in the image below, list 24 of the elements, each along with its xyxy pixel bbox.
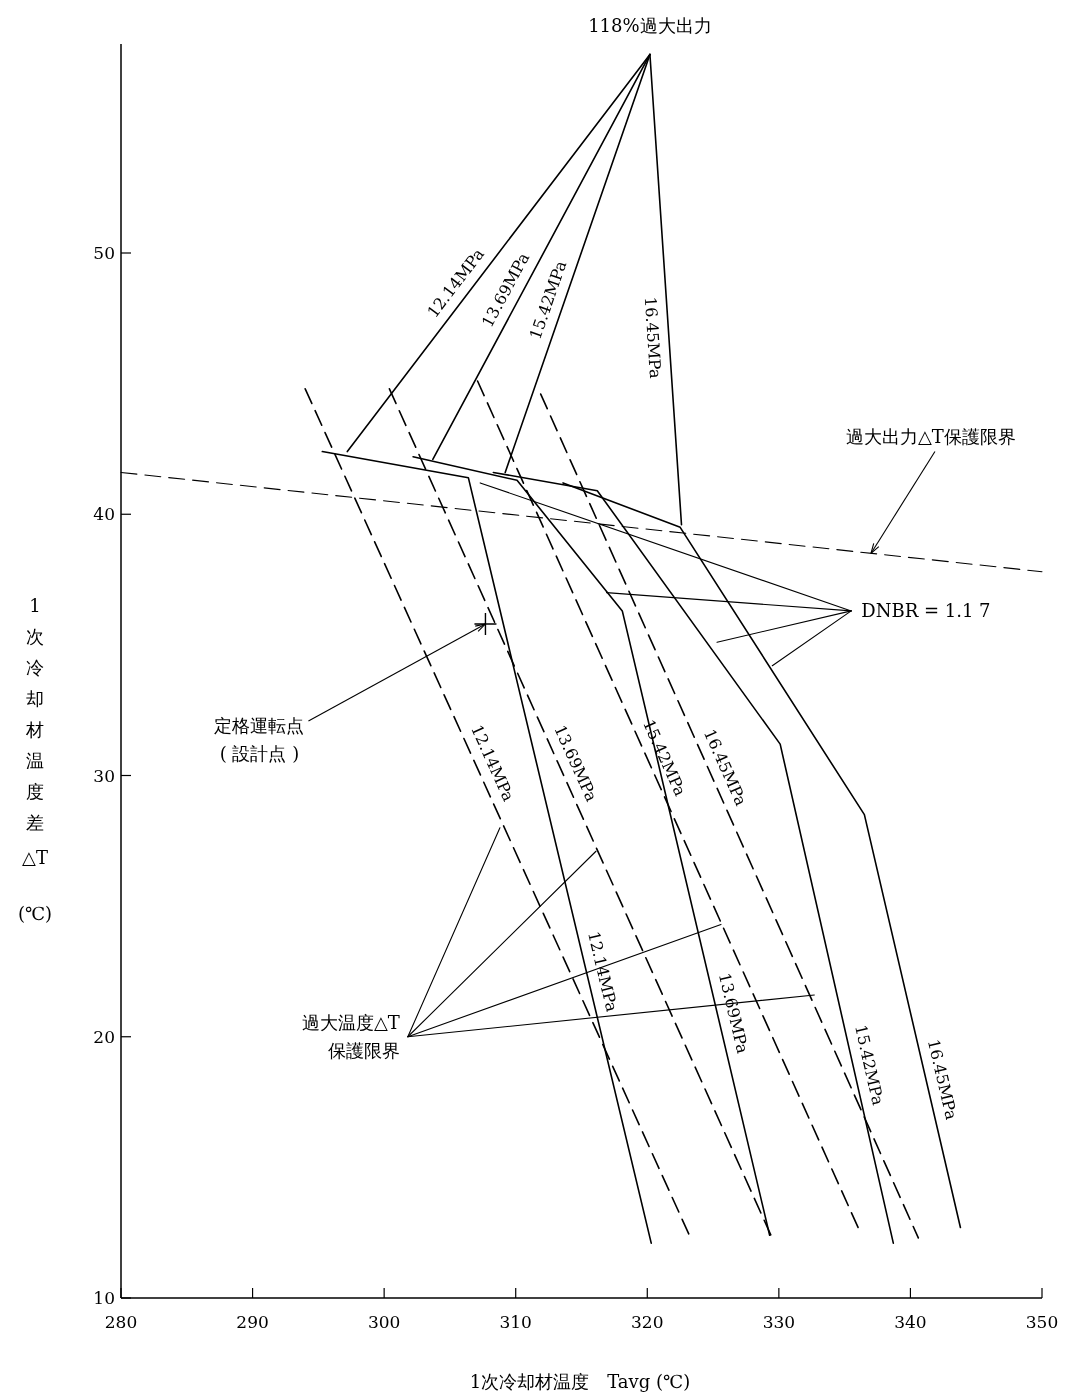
annotation: 定格運転点 ( 設計点 )	[214, 714, 305, 764]
x-tick-label: 350	[1025, 1312, 1059, 1332]
ylabel: 1次冷却材温度差 △T (℃)	[17, 595, 53, 924]
text: 15.42MPa	[851, 1023, 888, 1108]
x-tick-label: 290	[236, 1312, 269, 1332]
y-tick-label: 20	[93, 1026, 115, 1047]
x-tick-label: 280	[104, 1312, 138, 1332]
x-tick-label: 320	[631, 1312, 664, 1332]
annotation: 過大温度△T 保護限界	[301, 1011, 400, 1061]
y-tick-label: 30	[93, 765, 115, 786]
x-axis-title: 1次冷却材温度 Tavg (℃)	[469, 1371, 691, 1392]
x-tick-label: 340	[894, 1312, 927, 1332]
x-tick-label: 330	[762, 1312, 796, 1332]
x-tick-label: 300	[367, 1312, 401, 1332]
annotation: 118%過大出力	[588, 15, 712, 37]
annotation: DNBR = 1.1 7	[861, 599, 991, 621]
x-tick-label: 310	[499, 1312, 532, 1332]
y-tick-label: 10	[93, 1288, 115, 1308]
text: 16.45MPa	[923, 1037, 962, 1122]
annotation: 過大出力△T保護限界	[846, 426, 1016, 448]
text: 13.69MPa	[714, 971, 753, 1056]
y-tick-label: 50	[93, 243, 115, 263]
y-tick-label: 40	[93, 504, 115, 525]
text: 16.45MPa	[640, 296, 666, 380]
